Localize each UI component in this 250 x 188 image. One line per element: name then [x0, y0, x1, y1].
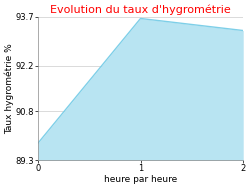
Y-axis label: Taux hygrométrie %: Taux hygrométrie %: [4, 43, 14, 134]
X-axis label: heure par heure: heure par heure: [104, 175, 177, 184]
Title: Evolution du taux d'hygrométrie: Evolution du taux d'hygrométrie: [50, 4, 231, 15]
